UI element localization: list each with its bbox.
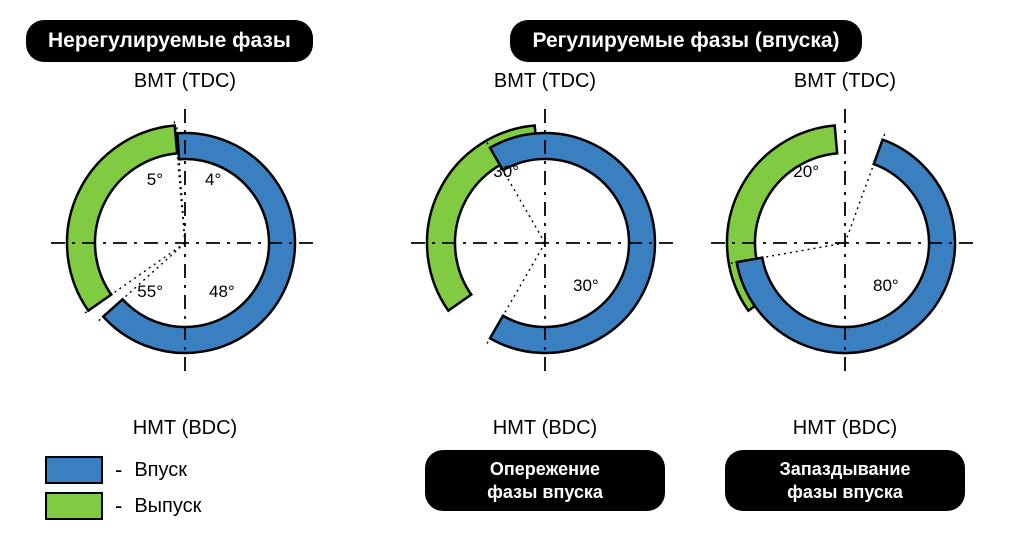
- svg-text:55°: 55°: [137, 282, 163, 301]
- title-fixed-phases: Нерегулируемые фазы: [26, 20, 313, 62]
- svg-text:5°: 5°: [147, 170, 163, 189]
- label-bdc: НМТ (BDC): [793, 417, 897, 440]
- label-bdc: НМТ (BDC): [493, 417, 597, 440]
- label-bdc: НМТ (BDC): [133, 417, 237, 440]
- label-tdc: ВМТ (TDC): [794, 70, 896, 93]
- svg-text:80°: 80°: [873, 276, 899, 295]
- svg-text:4°: 4°: [205, 170, 221, 189]
- label-tdc: ВМТ (TDC): [494, 70, 596, 93]
- label-tdc: ВМТ (TDC): [134, 70, 236, 93]
- legend: - Впуск - Выпуск: [45, 456, 350, 520]
- legend-intake-label: Впуск: [134, 459, 187, 482]
- legend-exhaust: - Выпуск: [45, 492, 350, 520]
- svg-text:30°: 30°: [493, 162, 519, 181]
- subtitle-advance: Опережениефазы впуска: [425, 450, 665, 511]
- legend-intake: - Впуск: [45, 456, 350, 484]
- svg-text:48°: 48°: [209, 282, 235, 301]
- svg-text:20°: 20°: [793, 162, 819, 181]
- diagram-advance: ВМТ (TDC) 30° 30° НМТ (BDC) Опережениефазы в…: [410, 70, 680, 511]
- subtitle-retard: Запаздываниефазы впуска: [725, 450, 965, 511]
- legend-exhaust-label: Выпуск: [134, 495, 201, 518]
- diagram-fixed: ВМТ (TDC) 5° 4° 55° 48° НМТ (BDC): [20, 70, 350, 440]
- title-variable-phases: Регулируемые фазы (впуска): [510, 20, 861, 62]
- intake-swatch: [45, 456, 103, 484]
- diagram-retard: ВМТ (TDC) 20° 80° НМТ (BDC) Запаздываниефазы…: [710, 70, 980, 511]
- svg-text:30°: 30°: [573, 276, 599, 295]
- exhaust-swatch: [45, 492, 103, 520]
